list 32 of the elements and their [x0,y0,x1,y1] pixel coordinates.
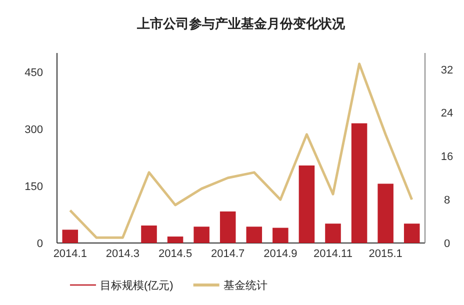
legend-label: 基金统计 [223,279,268,292]
y2-tick-label: 24 [440,108,454,120]
bar [194,226,210,243]
bar [351,123,368,243]
bar [220,211,236,243]
bar [141,226,157,243]
bar [272,228,288,243]
y2-tick-label: 32 [440,64,454,76]
y-tick-label: 300 [24,124,43,136]
y-tick-label: 150 [24,181,43,193]
x-tick-label: 2014.5 [158,248,192,260]
y-tick-label: 450 [24,67,43,79]
y-tick-label: 0 [36,238,43,250]
x-tick-label: 2015.1 [368,248,402,260]
bar [167,236,184,243]
bar [325,224,341,243]
bar [246,226,262,243]
bar [404,224,420,243]
bar [378,184,394,243]
x-tick-label: 2014.3 [106,248,140,260]
x-tick-label: 2014.11 [314,248,352,260]
y2-tick-label: 0 [444,238,450,250]
line-series [68,62,414,239]
bar [298,165,315,243]
x-tick-label: 2014.7 [211,248,245,260]
x-tick-label: 2014.9 [264,248,298,260]
x-tick-label: 2014.1 [53,248,87,260]
bar [62,230,78,243]
legend-label: 目标规模(亿元) [100,280,174,292]
y2-tick-label: 8 [444,194,450,207]
chart-title: 上市公司参与产业基金月份变化状况 [136,16,346,31]
y2-tick-label: 16 [440,151,454,164]
